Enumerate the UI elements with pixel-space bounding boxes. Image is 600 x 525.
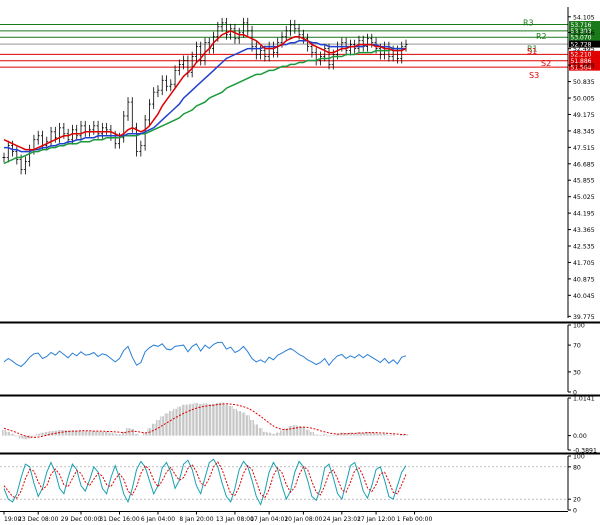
level-price-label: 51.886 [571, 58, 592, 65]
main-y-tick-label: 49.175 [573, 112, 595, 119]
rsi-line [3, 341, 407, 368]
x-tick-label: 8 Jan 20:00 [179, 516, 213, 523]
x-tick-label: 1 Feb 00:00 [397, 516, 433, 523]
rsi-y-tick-label: 0 [573, 390, 577, 397]
macd-panel: 1.0141 0.00 -0.3891 [0, 394, 600, 455]
main-y-tick-label: 53.316 [573, 30, 595, 37]
main-y-tick-label: 47.515 [573, 145, 595, 152]
x-tick-label: 29 Dec 00:00 [61, 516, 102, 523]
rsi-y-tick-label: 100 [573, 323, 585, 330]
level-price-box [569, 21, 600, 29]
x-tick-label: 19:00 [4, 516, 21, 523]
rsi-y-tick-label: 70 [573, 343, 581, 350]
x-tick-label: 13 Jan 08:00 [216, 516, 254, 523]
x-tick-label: 27 Jan 12:00 [357, 516, 395, 523]
stoch-y-tick-label: 20 [573, 497, 581, 504]
rsi-y-tick-label: 30 [573, 369, 581, 376]
level-price-label: 52.728 [571, 41, 592, 48]
level-name-s1: S1 [527, 47, 537, 56]
main-y-tick-label: 41.705 [573, 260, 595, 267]
x-tick-label: 24 Jan 23:01 [323, 516, 361, 523]
x-tick-label: 23 Dec 08:00 [18, 516, 59, 523]
macd-y-tick-label: 1.0141 [573, 396, 595, 403]
level-price-label: 53.393 [571, 28, 592, 35]
x-tick-label: 17 Jan 04:01 [250, 516, 288, 523]
main-y-tick-label: 54.105 [573, 14, 595, 21]
level-name-s2: S2 [541, 59, 551, 68]
stoch-k-line [3, 458, 407, 506]
level-price-box [569, 63, 600, 71]
level-price-box [569, 33, 600, 41]
main-y-tick-label: 52.495 [573, 46, 595, 53]
main-y-tick-label: 45.855 [573, 178, 595, 185]
main-y-tick-label: 44.195 [573, 211, 595, 218]
stoch-y-tick-label: 100 [573, 454, 585, 461]
stoch-y-tick-label: 0 [573, 508, 577, 515]
macd-signal-line [3, 403, 406, 438]
moving-average-fast [3, 29, 407, 151]
moving-average-slow [3, 47, 406, 165]
main-y-tick-label: 48.345 [573, 128, 595, 135]
x-tick-label: 6 Jan 04:00 [141, 516, 175, 523]
main-y-tick-label: 39.775 [573, 314, 595, 321]
level-price-label: 53.716 [571, 22, 592, 29]
level-price-box [569, 40, 600, 48]
main-y-tick-label: 43.365 [573, 227, 595, 234]
macd-y-tick-label: 0.00 [573, 433, 587, 440]
level-price-label: 53.070 [571, 35, 592, 42]
main-y-tick-label: 40.045 [573, 293, 595, 300]
main-y-tick-label: 50.835 [573, 79, 595, 86]
main-y-tick-label: 42.535 [573, 243, 595, 250]
level-price-box [569, 27, 600, 35]
main-plot-area [0, 7, 568, 318]
level-price-label: 52.210 [571, 52, 592, 59]
stochastic-panel: 100 80 20 0 [0, 452, 600, 515]
level-price-box [569, 57, 600, 65]
stoch-y-tick-label: 80 [573, 464, 581, 471]
level-name-r3: R3 [523, 19, 534, 28]
main-y-tick-label: 40.875 [573, 276, 595, 283]
rsi-panel: 100 70 30 0 [0, 321, 600, 397]
x-tick-label: 20 Jan 08:00 [284, 516, 322, 523]
macd-y-tick-label: -0.3891 [573, 448, 597, 455]
level-name-s3: S3 [529, 71, 539, 80]
main-y-tick-label: 51.665 [573, 63, 595, 70]
main-y-tick-label: 50.005 [573, 96, 595, 103]
level-price-box [569, 50, 600, 58]
level-name-r1: R1 [527, 44, 538, 53]
x-tick-label: 31 Dec 16:00 [99, 516, 140, 523]
level-name-r2: R2 [536, 32, 547, 41]
main-y-tick-label: 46.685 [573, 161, 595, 168]
stoch-d-line [3, 461, 407, 499]
main-y-tick-label: 45.025 [573, 194, 595, 201]
level-price-label: 51.564 [571, 64, 592, 71]
moving-average-mid [4, 39, 406, 153]
